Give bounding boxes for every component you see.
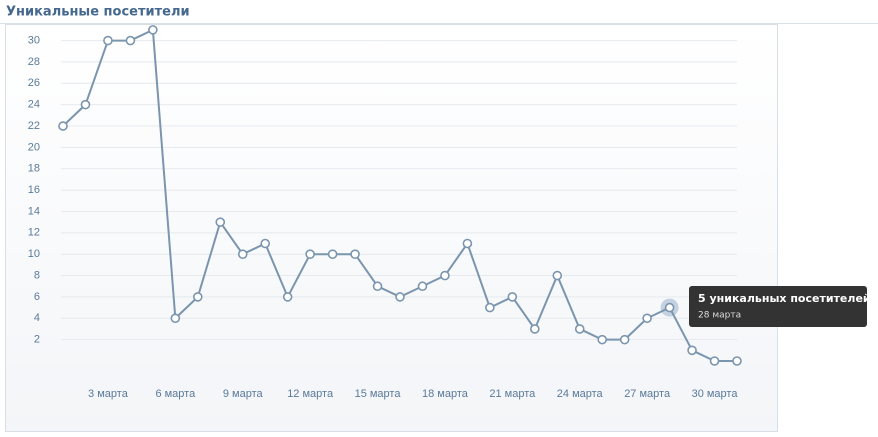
tooltip-subtitle: 28 марта: [698, 311, 741, 321]
point: [732, 356, 742, 366]
point: [597, 334, 608, 345]
point: [687, 345, 697, 356]
x-tick-label: 3 марта: [88, 388, 129, 400]
point: [417, 281, 428, 292]
point: [395, 292, 405, 302]
y-tick-label: 8: [34, 269, 40, 281]
x-tick-label: 24 марта: [557, 388, 604, 400]
tooltip: 5 уникальных посетителей 28 марта: [689, 286, 871, 327]
point: [485, 302, 495, 313]
x-tick-label: 27 марта: [624, 388, 671, 400]
y-tick-label: 14: [28, 205, 40, 217]
point: [619, 334, 630, 345]
x-tick-label: 21 марта: [489, 388, 536, 400]
point: [80, 99, 91, 110]
x-tick-label: 9 марта: [223, 388, 264, 400]
point: [664, 302, 675, 313]
y-tick-label: 12: [28, 227, 40, 239]
point: [103, 35, 113, 46]
y-tick-label: 2: [34, 334, 40, 346]
point: [305, 249, 315, 259]
plot-frame: [5, 24, 778, 432]
point: [462, 238, 473, 249]
point: [350, 249, 360, 259]
point: [552, 270, 563, 281]
point: [170, 313, 181, 324]
x-tick-label: 18 марта: [422, 388, 469, 400]
point: [709, 356, 720, 366]
x-tick-label: 12 марта: [287, 388, 334, 400]
y-tick-label: 26: [28, 77, 40, 89]
y-tick-label: 30: [28, 34, 40, 46]
point: [125, 35, 136, 46]
point: [529, 324, 540, 334]
tooltip-box: [689, 286, 867, 327]
x-tick-label: 30 марта: [692, 388, 739, 400]
y-tick-label: 22: [28, 120, 40, 132]
y-tick-label: 24: [28, 99, 40, 111]
point: [58, 121, 68, 131]
y-tick-label: 18: [28, 163, 40, 175]
point: [574, 324, 585, 334]
y-tick-label: 4: [34, 312, 40, 324]
point: [282, 292, 293, 302]
point: [327, 249, 338, 259]
x-tick-label: 15 марта: [355, 388, 402, 400]
point: [372, 281, 383, 292]
y-tick-label: 6: [34, 291, 40, 303]
point: [237, 249, 248, 259]
y-tick-label: 16: [28, 184, 40, 196]
y-tick-label: 10: [28, 248, 40, 260]
y-tick-label: 28: [28, 56, 40, 68]
x-tick-label: 6 марта: [155, 388, 196, 400]
y-tick-label: 20: [28, 141, 40, 153]
chart-title: Уникальные посетители: [6, 5, 190, 20]
point: [507, 292, 518, 302]
point: [215, 217, 226, 227]
point: [440, 270, 450, 281]
point: [193, 292, 203, 302]
point: [148, 25, 158, 35]
tooltip-title: 5 уникальных посетителей: [698, 292, 871, 305]
point: [260, 238, 271, 249]
point: [642, 313, 652, 324]
